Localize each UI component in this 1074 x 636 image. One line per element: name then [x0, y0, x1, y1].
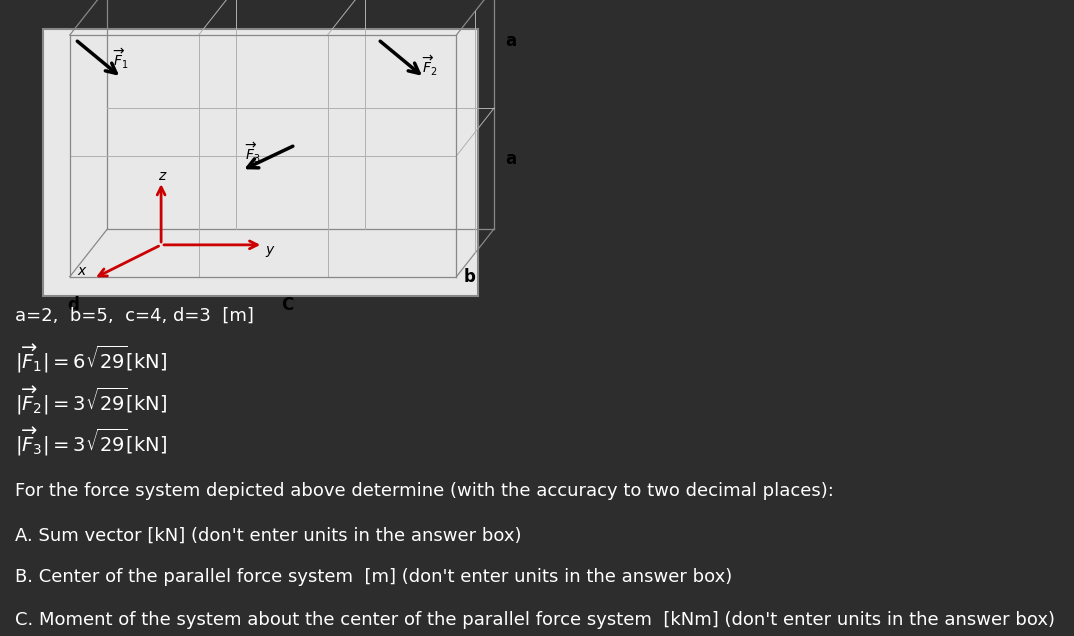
Text: a=2,  b=5,  c=4, d=3  [m]: a=2, b=5, c=4, d=3 [m]: [15, 307, 253, 325]
Text: a: a: [505, 32, 516, 50]
Text: a: a: [505, 150, 516, 168]
Text: b: b: [464, 268, 476, 286]
Text: $|\overrightarrow{F}_1|= 6\sqrt{29}$[kN]: $|\overrightarrow{F}_1|= 6\sqrt{29}$[kN]: [15, 343, 168, 375]
Text: For the force system depicted above determine (with the accuracy to two decimal : For the force system depicted above dete…: [15, 482, 833, 500]
Text: $\overrightarrow{F}_2$: $\overrightarrow{F}_2$: [422, 53, 437, 78]
Text: z: z: [158, 169, 165, 183]
Text: $|\overrightarrow{F}_3|= 3\sqrt{29}$[kN]: $|\overrightarrow{F}_3|= 3\sqrt{29}$[kN]: [15, 425, 168, 458]
Text: $|\overrightarrow{F}_2|= 3\sqrt{29}$[kN]: $|\overrightarrow{F}_2|= 3\sqrt{29}$[kN]: [15, 384, 168, 417]
Text: y: y: [265, 244, 274, 258]
Text: C. Moment of the system about the center of the parallel force system  [kNm] (do: C. Moment of the system about the center…: [15, 611, 1055, 628]
Text: $\overrightarrow{F}_3$: $\overrightarrow{F}_3$: [245, 141, 260, 165]
Text: B. Center of the parallel force system  [m] (don't enter units in the answer box: B. Center of the parallel force system […: [15, 568, 732, 586]
Text: d: d: [68, 296, 79, 314]
Text: C: C: [281, 296, 293, 314]
Text: x: x: [77, 264, 86, 278]
Text: $\overrightarrow{F}_1$: $\overrightarrow{F}_1$: [113, 47, 128, 71]
Bar: [43, 29, 478, 296]
Text: A. Sum vector [kN] (don't enter units in the answer box): A. Sum vector [kN] (don't enter units in…: [15, 527, 522, 544]
